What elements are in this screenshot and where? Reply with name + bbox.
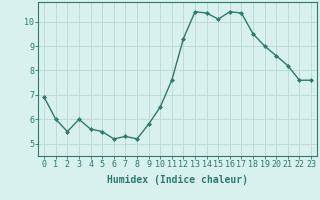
X-axis label: Humidex (Indice chaleur): Humidex (Indice chaleur) [107, 175, 248, 185]
